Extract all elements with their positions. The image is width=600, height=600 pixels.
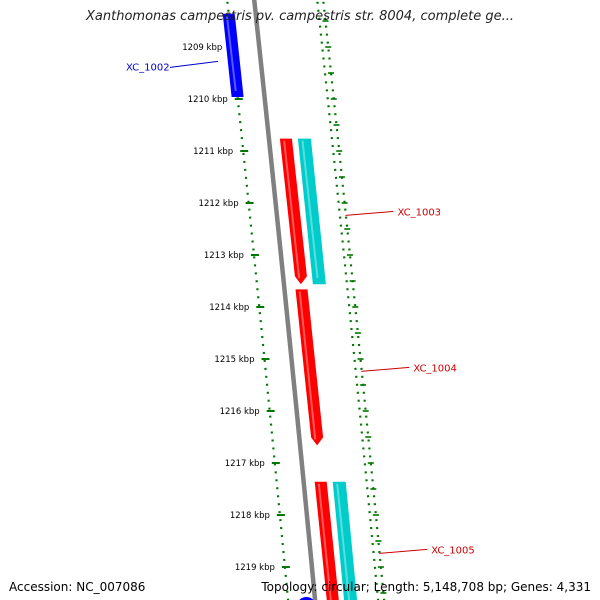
ruler-label: 1217 kbp bbox=[225, 459, 265, 469]
gene-XC_1002 bbox=[222, 13, 244, 97]
gene-label-leader bbox=[361, 366, 410, 372]
gene-label-XC_1003: XC_1003 bbox=[397, 207, 441, 218]
ruler-label: 1216 kbp bbox=[220, 407, 260, 417]
gene-XC_1003 bbox=[279, 138, 307, 285]
ruler-label: 1213 kbp bbox=[204, 251, 244, 261]
feature-dotted-line-outer bbox=[322, 0, 386, 600]
ruler-label: 1218 kbp bbox=[230, 511, 270, 521]
cds-block-shine bbox=[336, 483, 351, 600]
gene-label-leader bbox=[379, 548, 428, 554]
ruler-label: 1219 kbp bbox=[235, 563, 275, 573]
genome-title: Xanthomonas campestris pv. campestris st… bbox=[86, 9, 514, 24]
feature-dotted-line-inner bbox=[316, 0, 380, 600]
gene-label-leader bbox=[345, 210, 394, 216]
ruler-dotted-line bbox=[226, 0, 290, 600]
cds-block bbox=[332, 481, 358, 600]
cds-block-shine bbox=[301, 140, 319, 279]
ruler-label: 1215 kbp bbox=[214, 355, 254, 365]
topology-text: Topology: circular; Length: 5,148,708 bp… bbox=[261, 580, 591, 594]
accession-text: Accession: NC_007086 bbox=[9, 580, 146, 594]
ruler-label: 1210 kbp bbox=[188, 95, 228, 105]
ruler-label: 1212 kbp bbox=[199, 199, 239, 209]
origin-marker bbox=[299, 597, 314, 600]
gene-label-XC_1004: XC_1004 bbox=[413, 363, 457, 374]
gene-label-leader bbox=[169, 60, 219, 68]
gene-XC_1003-shine bbox=[283, 140, 301, 279]
ruler-label: 1211 kbp bbox=[193, 147, 233, 157]
ruler-label: 1214 kbp bbox=[209, 303, 249, 313]
cds-block bbox=[297, 138, 326, 285]
gene-label-XC_1002: XC_1002 bbox=[126, 62, 170, 73]
gene-XC_1004 bbox=[295, 289, 324, 446]
gene-XC_1005-shine bbox=[317, 483, 332, 600]
backbone-line bbox=[251, 0, 318, 600]
gene-label-XC_1005: XC_1005 bbox=[431, 545, 475, 556]
ruler-label: 1209 kbp bbox=[182, 43, 222, 53]
gene-XC_1002-shine bbox=[225, 15, 237, 92]
gene-XC_1005 bbox=[314, 481, 339, 600]
gene-XC_1004-shine bbox=[298, 291, 317, 440]
